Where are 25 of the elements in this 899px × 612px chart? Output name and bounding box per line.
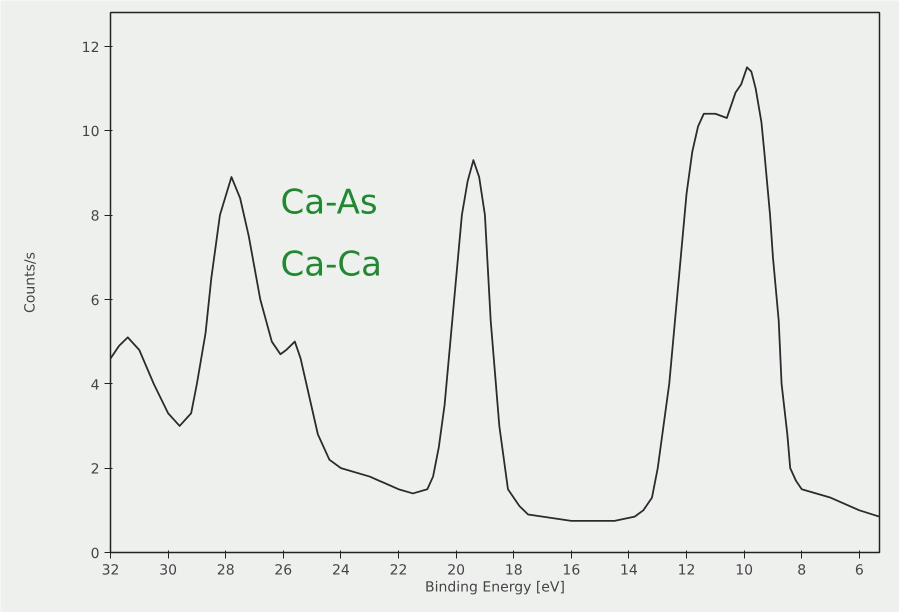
x-tick-label: 16 [562,562,580,578]
y-tick-label: 12 [82,40,100,56]
y-tick-label: 2 [90,462,100,478]
x-tick-label: 14 [620,562,638,578]
annotation: Ca-As [280,182,378,222]
x-tick-label: 24 [332,562,350,578]
y-tick-label: 4 [90,377,100,394]
x-tick-label: 22 [390,562,408,578]
x-tick-label: 8 [797,562,806,578]
x-tick-label: 18 [504,562,523,578]
y-tick-label: 0 [90,546,100,562]
x-tick-label: 12 [678,562,696,578]
y-tick-label: 6 [90,292,100,309]
x-tick-label: 6 [854,562,864,578]
x-tick-label: 32 [102,562,120,578]
y-tick-label: 8 [90,208,100,224]
x-tick-label: 20 [447,562,466,578]
x-tick-label: 26 [274,562,292,578]
x-tick-label: 10 [735,562,754,578]
x-tick-label: 28 [216,562,235,578]
annotation: Ca-Ca [280,244,382,284]
y-tick-label: 10 [82,124,100,140]
y-axis-title: Counts/s [22,252,39,313]
x-tick-label: 30 [159,562,178,578]
x-axis-title: Binding Energy [eV] [425,580,565,596]
